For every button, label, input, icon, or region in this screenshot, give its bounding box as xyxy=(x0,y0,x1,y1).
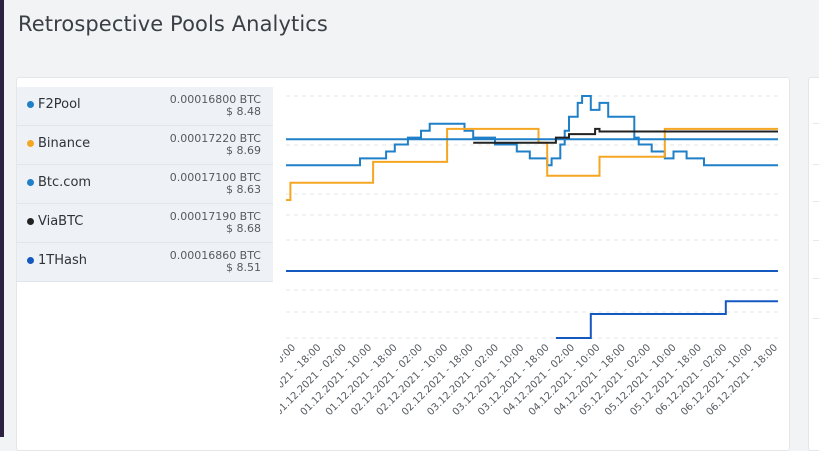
side-card xyxy=(808,77,819,451)
pool-btc-value: 0.00017220 BTC xyxy=(169,132,261,145)
window-left-edge xyxy=(0,0,4,437)
pool-btc-value: 0.00017100 BTC xyxy=(169,171,261,184)
dot-icon xyxy=(27,101,34,108)
pool-usd-value: $ 8.69 xyxy=(226,144,261,157)
series-line-f2pool xyxy=(286,95,778,167)
side-card-divider xyxy=(813,240,819,241)
legend-row-viabtc[interactable]: ViaBTC 0.00017190 BTC $ 8.68 xyxy=(17,204,273,243)
pool-usd-value: $ 8.68 xyxy=(226,222,261,235)
pool-price-chart: . - 10:00.2021 - 18:0001.12.2021 - 02:00… xyxy=(280,95,780,418)
legend-row-1thash[interactable]: 1THash 0.00016860 BTC $ 8.51 xyxy=(17,243,273,282)
pool-name: Binance xyxy=(38,136,91,151)
legend-row-f2pool[interactable]: F2Pool 0.00016800 BTC $ 8.48 xyxy=(17,87,273,126)
dot-icon xyxy=(27,179,34,186)
series-line-viabtc xyxy=(473,127,778,144)
legend-row-btccom[interactable]: Btc.com 0.00017100 BTC $ 8.63 xyxy=(17,165,273,204)
side-card-divider xyxy=(813,201,819,202)
pool-name: Btc.com xyxy=(38,175,92,190)
pool-name: F2Pool xyxy=(38,97,81,112)
side-card-divider xyxy=(813,278,819,279)
pool-legend: F2Pool 0.00016800 BTC $ 8.48 Binance 0.0… xyxy=(17,87,273,282)
side-card-divider xyxy=(813,164,819,165)
pool-usd-value: $ 8.48 xyxy=(226,105,261,118)
page-title: Retrospective Pools Analytics xyxy=(18,12,328,36)
side-card-divider xyxy=(813,123,819,124)
pool-usd-value: $ 8.63 xyxy=(226,183,261,196)
legend-row-binance[interactable]: Binance 0.00017220 BTC $ 8.69 xyxy=(17,126,273,165)
pool-btc-value: 0.00016800 BTC xyxy=(169,93,261,106)
pool-name: ViaBTC xyxy=(38,214,84,229)
pool-btc-value: 0.00016860 BTC xyxy=(169,249,261,262)
dot-icon xyxy=(27,218,34,225)
pool-usd-value: $ 8.51 xyxy=(226,261,261,274)
pool-btc-value: 0.00017190 BTC xyxy=(169,210,261,223)
dot-icon xyxy=(27,140,34,147)
side-card-divider xyxy=(813,318,819,319)
dot-icon xyxy=(27,257,34,264)
series-line-1thash xyxy=(555,300,778,339)
pool-name: 1THash xyxy=(38,253,87,268)
